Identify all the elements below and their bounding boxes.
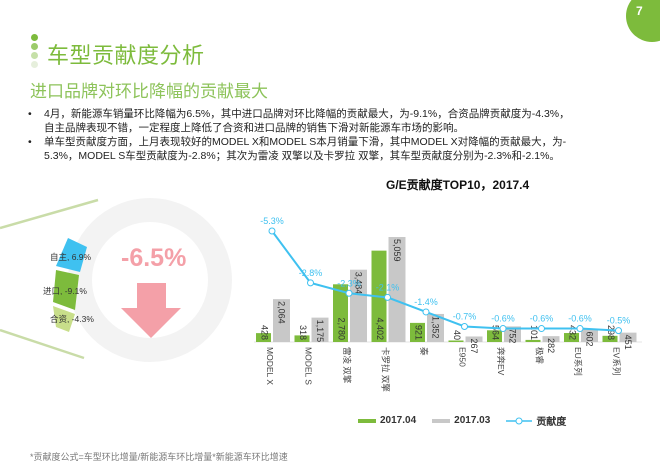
category-label: EU系列 bbox=[573, 347, 583, 376]
bar-label-2017-03: 3,484 bbox=[354, 272, 364, 295]
bar-label-2017-04: 4,402 bbox=[375, 317, 385, 340]
bar-2017-04 bbox=[564, 333, 579, 342]
bar-label-2017-03: 2,064 bbox=[277, 301, 287, 324]
bar-label-2017-04: 432 bbox=[568, 325, 578, 340]
contribution-label: -2.8% bbox=[299, 268, 323, 278]
footnote: *贡献度公式=车型环比增量/新能源车环比增量*新能源车环比增速 bbox=[30, 452, 288, 462]
total-change-value: -6.5% bbox=[121, 244, 187, 272]
bar-2017-04 bbox=[256, 333, 271, 342]
contribution-label: -5.3% bbox=[260, 216, 284, 226]
contribution-label: -0.6% bbox=[568, 314, 592, 324]
bar-label-2017-04: 298 bbox=[606, 325, 616, 340]
bar-2017-03 bbox=[350, 269, 367, 342]
page-subtitle: 进口品牌对环比降幅的贡献最大 bbox=[30, 82, 268, 101]
bar-2017-03 bbox=[619, 332, 637, 342]
bar-2017-03 bbox=[581, 329, 598, 342]
bar-2017-03 bbox=[311, 317, 329, 342]
bar-2017-03 bbox=[465, 336, 483, 342]
contribution-label: -0.6% bbox=[491, 314, 515, 324]
bar-2017-04 bbox=[410, 322, 425, 342]
bar-label-2017-03: 602 bbox=[585, 332, 595, 347]
bar-label-2017-03: 282 bbox=[546, 338, 556, 353]
contribution-point bbox=[538, 325, 545, 333]
category-label: E950 bbox=[458, 347, 468, 367]
category-label: 奔奔EV bbox=[496, 347, 506, 376]
legend-item-apr: 2017.04 bbox=[358, 415, 416, 426]
segment-label-import: 进口, -9.1% bbox=[43, 286, 87, 296]
bar-label-2017-03: 1,175 bbox=[315, 320, 325, 343]
title-dots-decoration bbox=[31, 34, 38, 70]
contribution-point bbox=[499, 325, 507, 333]
category-label: 卡罗拉 双擎 bbox=[381, 347, 391, 392]
chart-legend: 2017.04 2017.03 贡献度 bbox=[358, 413, 566, 428]
segment-label-jv: 合资, -4.3% bbox=[50, 314, 94, 324]
category-label: 雷凌 双擎 bbox=[342, 347, 352, 384]
bar-label-2017-04: 2,780 bbox=[337, 317, 347, 340]
bar-2017-03 bbox=[273, 299, 290, 342]
contribution-point bbox=[576, 325, 584, 333]
segment-domestic bbox=[56, 238, 87, 272]
bar-2017-04 bbox=[294, 335, 310, 342]
bar-2017-03 bbox=[542, 336, 560, 342]
line-marker-icon bbox=[506, 417, 533, 424]
page-badge bbox=[626, 0, 660, 42]
category-label: MODEL S bbox=[304, 347, 314, 385]
category-label: 极睿 bbox=[535, 347, 545, 365]
bar-label-2017-04: 101 bbox=[529, 325, 539, 340]
contribution-label: -2.3% bbox=[337, 278, 361, 288]
bar-label-2017-03: 451 bbox=[623, 335, 633, 350]
legend-item-mar: 2017.03 bbox=[432, 415, 490, 426]
bullet-item: 4月，新能源车销量环比降幅为6.5%，其中进口品牌对环比降幅的贡献最大，为-9.… bbox=[24, 107, 644, 135]
bullet-list: 4月，新能源车销量环比降幅为6.5%，其中进口品牌对环比降幅的贡献最大，为-9.… bbox=[24, 107, 644, 163]
contribution-point bbox=[345, 289, 353, 297]
bar-2017-03 bbox=[427, 313, 444, 342]
bar-2017-04 bbox=[448, 340, 464, 342]
contribution-label: -0.7% bbox=[453, 311, 477, 321]
bar-label-2017-04: 318 bbox=[298, 325, 308, 340]
bar-2017-04 bbox=[602, 335, 618, 342]
contribution-point bbox=[384, 293, 391, 301]
contribution-point bbox=[268, 227, 276, 235]
page-number: 7 bbox=[636, 4, 643, 18]
bar-label-2017-04: 428 bbox=[260, 325, 270, 340]
category-label: EV系列 bbox=[612, 347, 622, 375]
bar-2017-04 bbox=[525, 339, 541, 342]
chart-title: G/E贡献度TOP10，2017.4 bbox=[386, 178, 530, 192]
summary-graphic bbox=[0, 198, 232, 362]
bar-2017-04 bbox=[487, 330, 502, 342]
contribution-label: -0.5% bbox=[607, 316, 631, 326]
legend-item-contrib: 贡献度 bbox=[506, 413, 566, 428]
contribution-point bbox=[461, 322, 468, 330]
segment-import bbox=[53, 270, 79, 310]
bar-label-2017-04: 564 bbox=[491, 325, 501, 340]
bar-label-2017-03: 267 bbox=[469, 338, 479, 353]
bar-2017-04 bbox=[333, 284, 348, 342]
bullet-item: 单车型贡献度方面，上月表现较好的MODEL X和MODEL S本月销量下滑，其中… bbox=[24, 135, 644, 163]
bar-2017-03 bbox=[388, 237, 406, 342]
contribution-point bbox=[307, 279, 314, 287]
bar-label-2017-03: 5,059 bbox=[392, 239, 402, 262]
bar-2017-03 bbox=[504, 326, 521, 342]
contribution-label: -0.6% bbox=[530, 314, 554, 324]
segment-jv bbox=[53, 306, 75, 332]
page-title: 车型贡献度分析 bbox=[47, 43, 205, 68]
contribution-label: -1.4% bbox=[414, 297, 438, 307]
category-label: MODEL X bbox=[265, 347, 275, 385]
bar-label-2017-03: 752 bbox=[508, 328, 518, 343]
segment-label-domestic: 自主, 6.9% bbox=[50, 252, 92, 262]
bar-label-2017-04: 921 bbox=[414, 325, 424, 340]
contribution-label: -2.1% bbox=[376, 282, 400, 292]
category-label: 秦 bbox=[419, 347, 429, 356]
contribution-point bbox=[422, 308, 430, 316]
bar-label-2017-04: 40 bbox=[452, 330, 462, 340]
contribution-line bbox=[271, 230, 619, 332]
bar-label-2017-03: 1,352 bbox=[431, 316, 441, 339]
down-arrow-icon bbox=[121, 283, 181, 338]
contribution-point bbox=[615, 327, 622, 335]
